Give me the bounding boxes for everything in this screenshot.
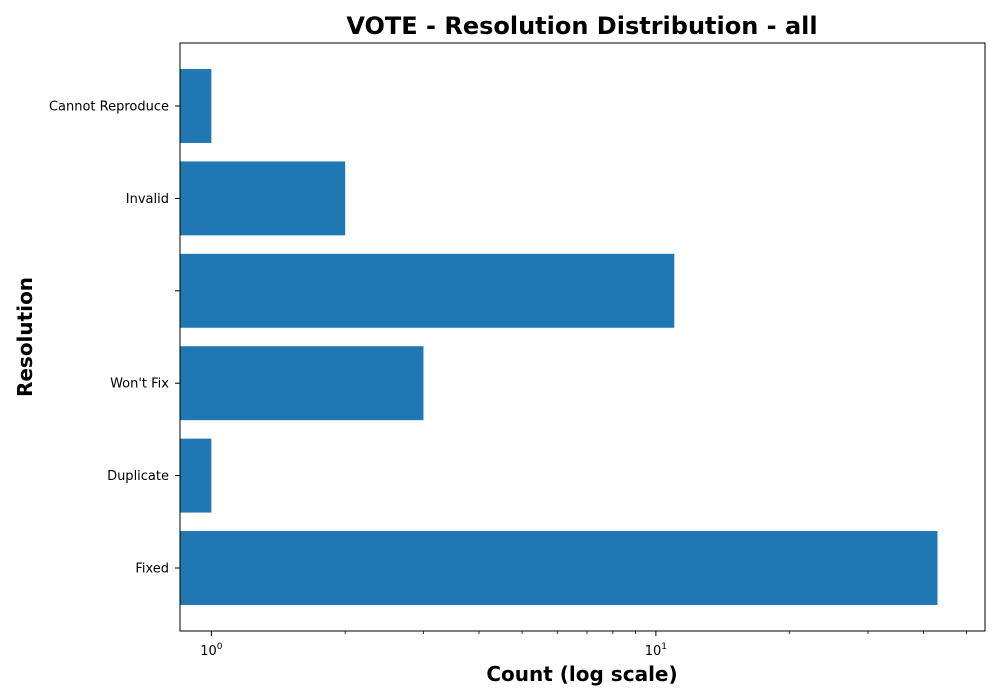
x-axis-label: Count (log scale) <box>486 662 677 686</box>
chart-title: VOTE - Resolution Distribution - all <box>346 12 817 40</box>
y-axis-label: Resolution <box>13 277 37 397</box>
bar-fixed <box>180 531 938 605</box>
y-tick-label: Invalid <box>126 192 169 207</box>
x-tick-label: 100 <box>200 642 223 659</box>
bar-invalid <box>180 161 346 236</box>
plot-frame <box>179 42 986 632</box>
bar-cannot-reproduce <box>180 69 212 143</box>
bar-blank <box>180 253 675 328</box>
y-tick-label: Cannot Reproduce <box>49 100 169 115</box>
y-tick-label: Won't Fix <box>110 377 169 392</box>
bar-won-t-fix <box>180 346 424 421</box>
y-tick-label: Duplicate <box>107 469 169 484</box>
plot-area: Cannot Reproduce Invalid Won't Fix Duplicat… <box>49 42 986 659</box>
x-tick-label: 101 <box>645 642 667 659</box>
bar-duplicate <box>180 438 212 513</box>
y-tick-label: Fixed <box>135 562 169 577</box>
